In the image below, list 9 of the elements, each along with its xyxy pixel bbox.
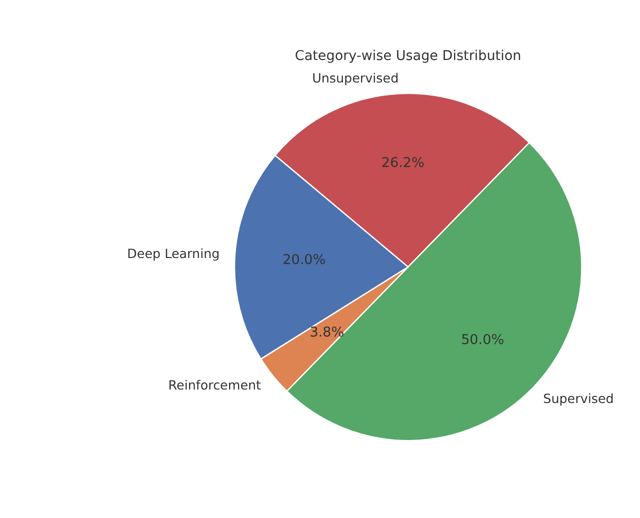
slice-label: Deep Learning	[127, 246, 220, 262]
slice-label: Reinforcement	[168, 378, 262, 393]
data-label: 20.0%	[282, 252, 326, 268]
data-label: 3.8%	[310, 324, 344, 340]
data-label: 50.0%	[461, 332, 504, 348]
chart-title: Category-wise Usage Distribution	[294, 48, 522, 64]
slice-label: Unsupervised	[312, 70, 399, 86]
slice-label: Supervised	[543, 391, 614, 406]
data-label: 26.2%	[381, 155, 424, 172]
